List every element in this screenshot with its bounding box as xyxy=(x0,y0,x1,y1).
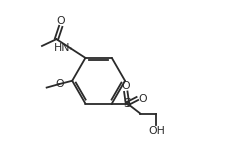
Text: O: O xyxy=(56,15,65,26)
Text: O: O xyxy=(55,79,64,89)
Text: O: O xyxy=(139,93,147,104)
Text: O: O xyxy=(121,81,130,91)
Text: OH: OH xyxy=(148,126,165,136)
Text: S: S xyxy=(124,97,131,110)
Text: HN: HN xyxy=(54,43,70,53)
